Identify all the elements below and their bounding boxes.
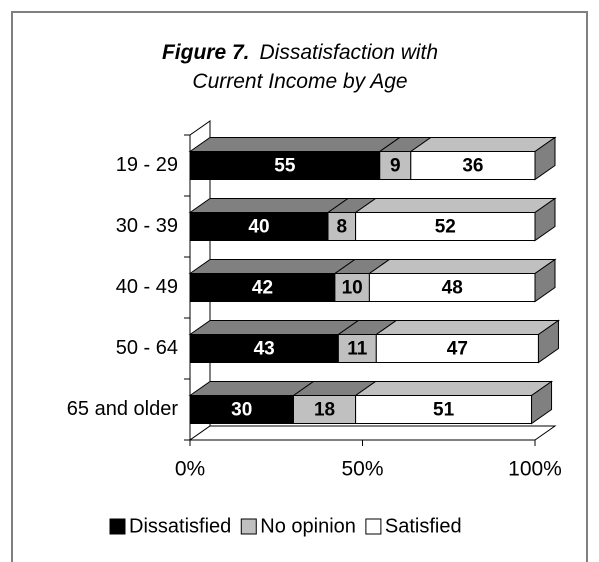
bar (379, 151, 412, 180)
y-tick-label: 40 - 49 (116, 276, 178, 298)
data-label: 9 (390, 156, 401, 177)
bar-side (531, 380, 553, 425)
bar-top (374, 320, 561, 335)
bar-top (188, 320, 360, 335)
data-label: 48 (442, 278, 463, 299)
bar-top (354, 198, 557, 213)
data-label: 47 (447, 339, 468, 360)
bar (410, 151, 536, 180)
bar-top (188, 198, 350, 213)
bar (189, 273, 336, 302)
bar (189, 212, 329, 241)
bar-side (534, 197, 556, 242)
data-label: 18 (314, 400, 335, 421)
bar (368, 273, 536, 302)
bar (334, 273, 370, 302)
data-label: 55 (274, 156, 296, 177)
bar-side (534, 136, 556, 181)
title-label: Figure 7. (161, 41, 250, 64)
x-tick-label: 0% (175, 458, 205, 481)
data-label: 10 (342, 278, 363, 299)
y-tick-label: 65 and older (67, 398, 179, 420)
data-label: 43 (254, 339, 275, 360)
bar-top (367, 259, 557, 274)
data-label: 42 (252, 278, 273, 299)
bar (327, 212, 357, 241)
legend-swatch (109, 518, 126, 535)
legend-swatch (240, 518, 257, 535)
bar-top (409, 137, 557, 152)
data-label: 11 (347, 339, 368, 360)
bar-top (188, 137, 402, 152)
floor (188, 425, 557, 441)
y-tick-label: 30 - 39 (116, 215, 178, 237)
bar (293, 395, 357, 424)
data-label: 8 (337, 217, 348, 238)
bar-side (537, 319, 559, 364)
data-label: 30 (231, 400, 252, 421)
legend-swatch (365, 518, 382, 535)
data-label: 36 (462, 156, 483, 177)
data-label: 40 (248, 217, 269, 238)
bar (189, 151, 381, 180)
bar (189, 334, 339, 363)
legend-label: Dissatisfied (129, 515, 231, 537)
bar (375, 334, 539, 363)
bar (189, 395, 294, 424)
legend-label: Satisfied (385, 515, 462, 537)
frame (11, 11, 588, 562)
data-label: 52 (435, 217, 456, 238)
bar-top (188, 381, 316, 396)
x-tick-label: 50% (341, 458, 383, 481)
y-tick-label: 19 - 29 (116, 154, 178, 176)
chart-title: Figure 7. Dissatisfaction with Current In… (130, 38, 470, 96)
title-text: Dissatisfaction with Current Income by A… (192, 41, 439, 93)
bar-top (354, 381, 554, 396)
legend-label: No opinion (260, 515, 356, 537)
x-tick-label: 100% (508, 458, 562, 481)
bar-side (534, 258, 556, 303)
y-tick-label: 50 - 64 (116, 337, 178, 359)
bar-top (188, 259, 357, 274)
bar (355, 212, 536, 241)
data-label: 51 (433, 400, 455, 421)
